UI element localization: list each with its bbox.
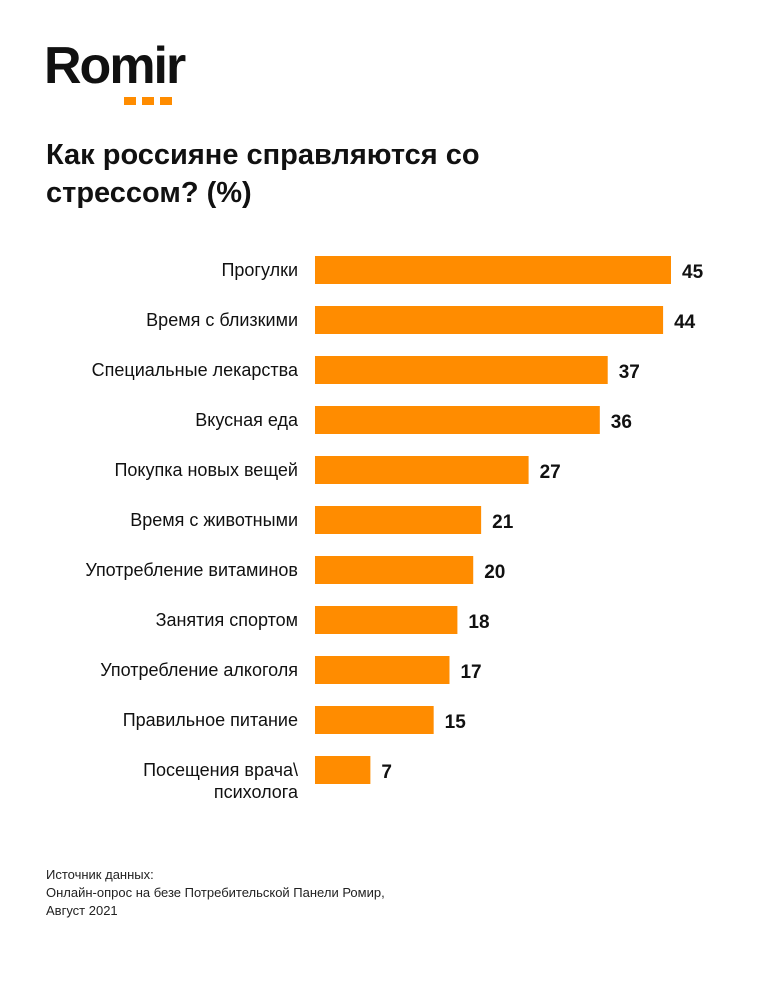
bar-10	[315, 706, 434, 734]
category-label-5: Покупка новых вещей	[114, 460, 298, 480]
logo-dot-2	[142, 97, 154, 105]
logo-dots	[124, 97, 172, 105]
bar-9	[315, 656, 450, 684]
bar-value-label-10: 15	[445, 712, 467, 733]
bar-value-label-3: 37	[619, 362, 640, 383]
romir-logo: Romir	[44, 37, 186, 105]
category-label-7: Употребление витаминов	[85, 560, 298, 580]
bar-value-label-9: 17	[460, 662, 481, 683]
category-label-8: Занятия спортом	[156, 610, 298, 630]
bar-value-label-5: 27	[540, 462, 561, 483]
bar-value-label-8: 18	[468, 612, 489, 633]
footnote-line-2: Онлайн-опрос на безе Потребительской Пан…	[46, 885, 385, 900]
logo-dot-1	[124, 97, 136, 105]
bar-8	[315, 606, 458, 634]
category-label-3: Специальные лекарства	[92, 360, 299, 380]
category-label-10: Правильное питание	[123, 710, 298, 730]
bar-11	[315, 756, 371, 784]
bar-value-label-1: 45	[682, 262, 704, 283]
category-label-9: Употребление алкоголя	[100, 660, 298, 680]
source-footnote: Источник данных: Онлайн-опрос на безе По…	[46, 866, 385, 920]
bar-6	[315, 506, 482, 534]
bar-4	[315, 406, 600, 434]
category-label-4: Вкусная еда	[195, 410, 299, 430]
footnote-line-1: Источник данных:	[46, 867, 154, 882]
bar-value-label-4: 36	[611, 412, 632, 433]
footnote-line-3: Август 2021	[46, 903, 118, 918]
bar-3	[315, 356, 608, 384]
bar-value-label-6: 21	[492, 512, 514, 533]
bar-5	[315, 456, 529, 484]
category-label-6: Время с животными	[130, 510, 298, 530]
category-label-1: Прогулки	[221, 260, 298, 280]
bar-2	[315, 306, 664, 334]
category-label-11: Посещения врача\ психолога	[143, 760, 299, 802]
bar-chart: 45 Прогулки 44 Время с близкими 37 Специальны…	[85, 256, 704, 802]
chart-title: Как россияне справляются со стрессом? (%…	[46, 139, 480, 209]
bar-value-label-11: 7	[381, 762, 392, 783]
bar-1	[315, 256, 671, 284]
bar-value-label-7: 20	[484, 562, 505, 583]
logo-wordmark: Romir	[44, 37, 186, 95]
category-label-2: Время с близкими	[146, 310, 298, 330]
bar-7	[315, 556, 474, 584]
logo-dot-3	[160, 97, 172, 105]
bar-value-label-2: 44	[674, 312, 696, 333]
